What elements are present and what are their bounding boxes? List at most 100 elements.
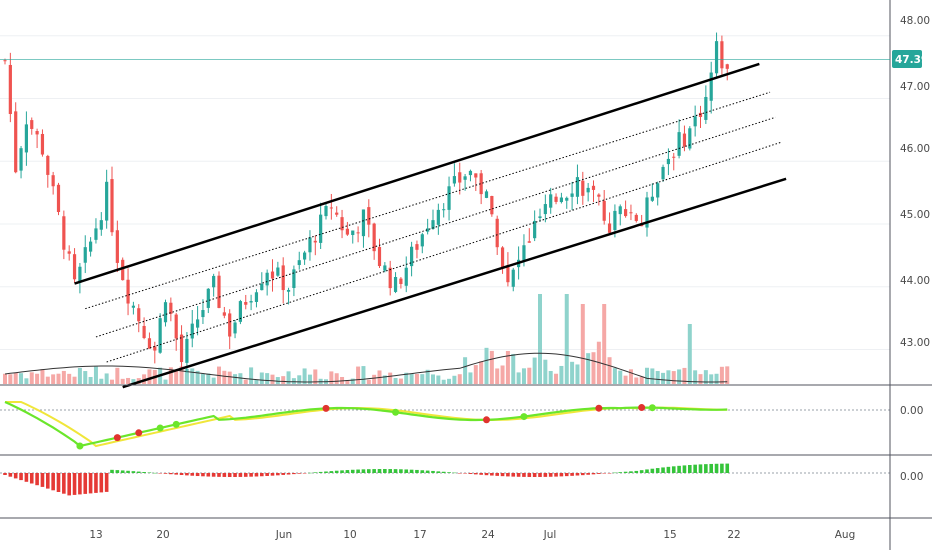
osc2-histogram-bar	[72, 473, 77, 495]
candle-body	[565, 197, 569, 201]
time-axis[interactable]: 13 20 Jun 10 17 24 Jul 15 22 Aug	[89, 529, 855, 541]
candle-body	[324, 206, 328, 217]
candle-body	[137, 308, 141, 322]
osc2-zero-label: 0.00	[900, 471, 923, 483]
osc2-histogram-bar	[350, 469, 355, 473]
volume-bar	[233, 374, 238, 384]
channel-upper-line	[74, 62, 760, 285]
candle-body	[35, 131, 39, 135]
candle-body	[212, 275, 216, 288]
candle-body	[597, 194, 601, 197]
candle-body	[276, 267, 280, 276]
osc2-histogram-bar	[40, 473, 45, 487]
osc2-histogram-bar	[591, 473, 596, 475]
osc1-cross-dot	[595, 404, 603, 412]
volume-bar	[634, 377, 639, 384]
osc2-histogram-bar	[383, 469, 387, 473]
candle-body	[153, 346, 157, 351]
osc2-histogram-bar	[297, 473, 302, 474]
candle-body	[78, 266, 82, 283]
candle-body	[490, 196, 494, 215]
price-axis[interactable]: 48.00 47.00 46.00 45.00 44.00 43.00	[900, 15, 930, 349]
volume-bar	[227, 371, 232, 384]
volume-bar	[559, 365, 564, 384]
candle-body	[420, 234, 424, 247]
candle-body	[570, 193, 574, 197]
candle-body	[554, 196, 558, 202]
candle-body	[618, 206, 622, 215]
volume-bar	[35, 373, 40, 384]
volume-bar	[500, 365, 505, 384]
candle-body	[410, 246, 414, 267]
trend-channel[interactable]	[74, 62, 787, 389]
volume-bar	[40, 369, 45, 384]
candle-body	[340, 217, 344, 231]
candle-body	[549, 194, 553, 208]
volume-bar	[527, 367, 532, 384]
candle-body	[126, 279, 130, 304]
osc2-histogram-bar	[474, 473, 478, 475]
volume-bar	[468, 372, 473, 384]
candle-body	[704, 96, 708, 120]
last-price-value: 47.39	[895, 54, 928, 66]
volume-bar	[420, 374, 425, 384]
volume-bar	[238, 373, 243, 384]
candle-body	[8, 64, 12, 114]
candle-body	[634, 214, 638, 221]
osc2-histogram-bar	[356, 469, 360, 473]
volume-bar	[110, 379, 114, 384]
volume-bar	[126, 377, 131, 384]
volume-bar	[307, 374, 312, 384]
osc2-histogram-bar	[645, 469, 649, 473]
osc2-histogram-bar	[243, 473, 248, 477]
volume-bar	[489, 350, 494, 384]
volume-bar	[243, 379, 248, 384]
osc2-histogram-bar	[655, 468, 660, 473]
candle-body	[30, 120, 34, 129]
volume-bar	[99, 378, 104, 384]
osc2-histogram-bar	[222, 473, 227, 477]
channel-quarter-line	[106, 141, 781, 363]
volume-bar	[479, 361, 484, 384]
osc2-histogram-bar	[8, 473, 13, 477]
volume-bar	[709, 374, 714, 384]
candle-body	[484, 191, 489, 198]
osc2-histogram-bar	[457, 473, 462, 474]
volume-bar	[612, 368, 617, 384]
volume-bar	[452, 375, 457, 384]
volume-bar	[441, 379, 446, 384]
osc2-histogram-bar	[313, 472, 318, 473]
osc2-histogram-bar	[554, 473, 558, 477]
osc2-histogram-bar	[131, 471, 136, 473]
osc2-histogram-bar	[629, 471, 633, 473]
osc2-histogram-bar	[559, 473, 564, 477]
candle-body	[543, 204, 547, 215]
osc2-histogram-bar	[372, 469, 376, 473]
osc2-histogram-bar	[153, 472, 157, 474]
volume-bar	[372, 374, 377, 384]
candle-body	[335, 212, 339, 215]
osc2-histogram-bar	[688, 465, 692, 473]
volume-bar	[473, 365, 478, 384]
volume-bar	[61, 370, 66, 384]
oscillator-1	[0, 400, 890, 450]
candle-body	[89, 241, 93, 252]
candle-body	[233, 322, 237, 334]
volume-bar	[388, 372, 393, 384]
osc2-histogram-bar	[265, 473, 269, 476]
osc2-histogram-bar	[666, 466, 671, 473]
osc2-histogram-bar	[142, 471, 146, 473]
volume-bar	[639, 376, 644, 384]
candle-body	[356, 232, 360, 234]
osc2-histogram-bar	[714, 463, 719, 473]
osc2-histogram-bar	[511, 473, 516, 477]
osc2-histogram-bar	[490, 473, 494, 476]
osc2-histogram-bar	[99, 473, 104, 493]
candle-body	[442, 209, 446, 211]
volume-bar	[302, 368, 307, 384]
candle-body	[131, 305, 135, 308]
volume-bar	[115, 367, 120, 384]
osc2-histogram-bar	[500, 473, 505, 477]
